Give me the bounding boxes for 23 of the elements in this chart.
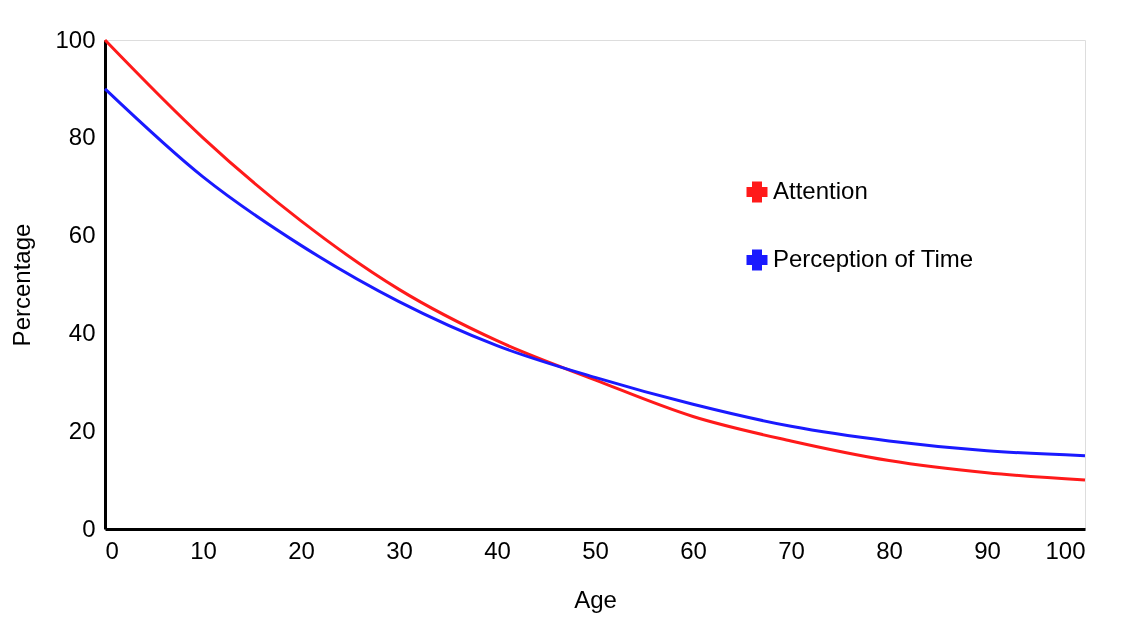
x-tick-label: 60: [680, 536, 707, 564]
y-tick-label: 100: [55, 25, 96, 53]
x-tick-label: 10: [190, 536, 217, 564]
x-tick-label: 0: [105, 536, 119, 564]
x-tick-label: 100: [1045, 536, 1086, 564]
legend-label: Perception of Time: [773, 245, 974, 272]
line-series: [103, 87, 1087, 458]
x-tick-label: 50: [582, 536, 609, 564]
y-tick-label: 0: [82, 514, 96, 542]
x-axis-title: Age: [574, 585, 617, 613]
y-tick-label: 40: [68, 318, 96, 346]
y-tick-label: 20: [68, 416, 96, 444]
x-tick-label: 70: [778, 536, 805, 564]
y-tick-label: 60: [68, 221, 96, 249]
y-tick-label: 80: [68, 123, 96, 151]
line-series: [103, 38, 1087, 482]
x-tick-label: 90: [974, 536, 1001, 564]
x-tick-label: 20: [288, 536, 315, 564]
legend-label: Attention: [773, 177, 868, 204]
y-axis-title: Percentage: [8, 223, 36, 347]
x-tick-label: 30: [386, 536, 413, 564]
x-tick-label: 80: [876, 536, 903, 564]
x-tick-label: 40: [484, 536, 511, 564]
